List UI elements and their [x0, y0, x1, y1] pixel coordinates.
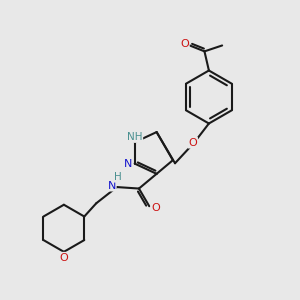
Text: H: H [115, 172, 122, 182]
Text: N: N [107, 181, 116, 190]
Text: O: O [152, 203, 160, 213]
Text: NH: NH [127, 132, 142, 142]
Text: O: O [188, 138, 197, 148]
Text: O: O [180, 39, 189, 49]
Text: O: O [59, 253, 68, 263]
Text: N: N [124, 158, 132, 169]
